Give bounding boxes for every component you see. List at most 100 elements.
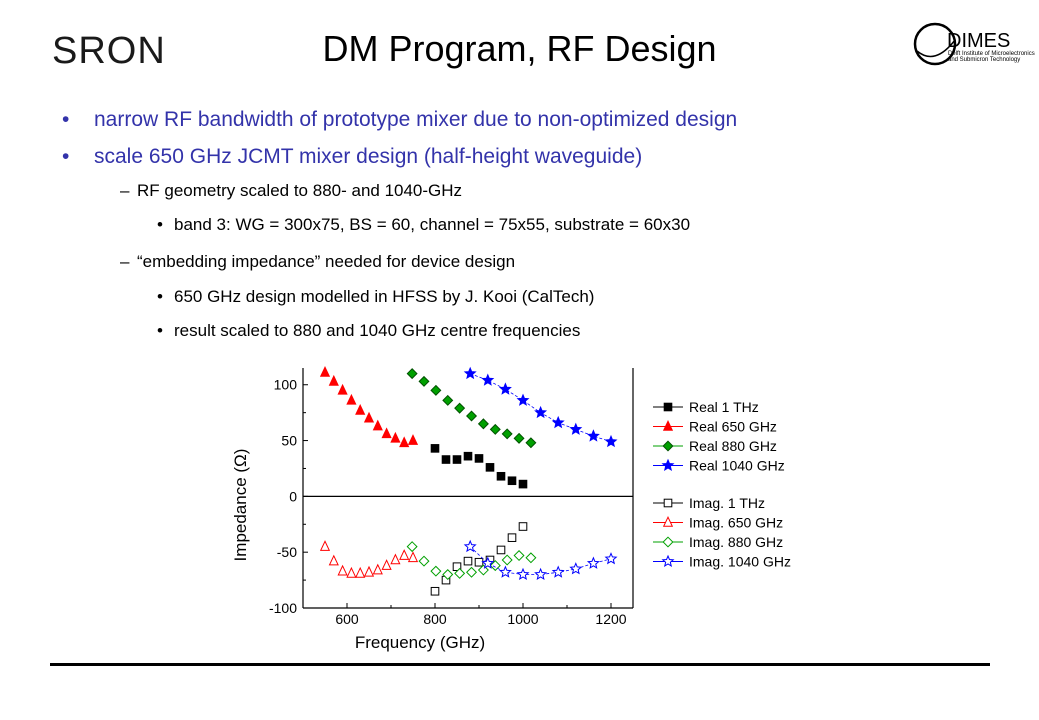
data-point — [534, 567, 548, 581]
data-point — [507, 476, 517, 486]
data-point — [399, 549, 410, 560]
x-tick-label: 800 — [423, 611, 447, 627]
legend-entry: Imag. 1040 GHz — [653, 554, 791, 570]
series-real-1-thz — [430, 444, 528, 489]
data-point — [430, 586, 440, 596]
legend-marker — [662, 440, 674, 452]
data-point — [518, 522, 528, 531]
x-tick-label: 1000 — [507, 611, 538, 627]
data-point — [498, 565, 512, 578]
legend-marker — [662, 516, 674, 527]
data-point — [430, 444, 440, 453]
bullet-mark: • — [157, 215, 163, 234]
data-point — [463, 366, 477, 380]
data-point — [489, 560, 501, 572]
data-point — [381, 427, 392, 439]
legend-marker — [661, 458, 675, 472]
legend-label: Real 650 GHz — [689, 419, 777, 435]
data-point — [485, 463, 495, 472]
legend-marker — [662, 420, 674, 431]
x-tick-label: 1200 — [595, 611, 626, 627]
legend-entry: Imag. 880 GHz — [653, 534, 783, 550]
data-point — [355, 403, 366, 415]
dimes-wordmark: DIMES — [947, 30, 1011, 52]
chart-axes: 100 50 0 -50 -100 600 800 1000 1200 — [269, 368, 634, 627]
dimes-subtitle-line-1: Delft Institute of Microelectronics — [948, 51, 1035, 57]
data-point — [513, 432, 525, 444]
bullet-text: scale 650 GHz JCMT mixer design (half-he… — [94, 145, 643, 168]
series-real-650-ghz — [319, 365, 419, 448]
sub-bullet-text: RF geometry scaled to 880- and 1040-GHz — [137, 181, 463, 200]
data-point — [498, 382, 512, 395]
data-point — [496, 471, 506, 481]
data-point — [477, 564, 489, 576]
legend-label: Imag. 1 THz — [689, 495, 765, 511]
sub-sub-bullet-text: 650 GHz design modelled in HFSS by J. Ko… — [174, 287, 595, 306]
legend-entry: Imag. 1 THz — [653, 495, 765, 511]
data-point — [363, 411, 375, 423]
series-imag-1-thz — [430, 522, 528, 596]
series-imag-650-ghz — [319, 540, 419, 578]
data-point — [454, 402, 466, 414]
data-point — [406, 368, 418, 380]
legend-marker — [663, 402, 673, 412]
legend-label: Real 1 THz — [689, 399, 759, 415]
x-tick-label: 600 — [335, 611, 359, 627]
dash-mark: – — [120, 181, 130, 200]
data-point — [406, 541, 418, 553]
dash-mark: – — [120, 252, 130, 271]
bullet-text: narrow RF bandwidth of prototype mixer d… — [94, 108, 738, 131]
data-point — [346, 393, 357, 405]
data-point — [363, 565, 375, 577]
data-point — [463, 451, 473, 461]
data-point — [319, 365, 331, 377]
sron-logo: SRON — [52, 30, 166, 72]
legend-entry: Real 650 GHz — [653, 419, 777, 435]
sub-bullet-text: “embedding impedance” needed for device … — [137, 252, 516, 271]
data-point — [355, 566, 366, 578]
data-point — [452, 562, 462, 571]
legend-marker — [663, 498, 673, 508]
data-point — [418, 375, 430, 387]
data-point — [516, 393, 530, 406]
y-tick-label: 0 — [289, 488, 297, 504]
data-point — [474, 557, 484, 567]
data-point — [525, 437, 537, 449]
legend-entry: Real 880 GHz — [653, 438, 777, 454]
legend-entry: Real 1040 GHz — [653, 458, 785, 474]
bullet-mark: • — [157, 321, 163, 340]
series-imag-880-ghz — [406, 541, 537, 581]
data-point — [569, 562, 583, 575]
y-axis-label: Impedance (Ω) — [231, 449, 250, 562]
data-point — [586, 556, 600, 569]
data-point — [430, 384, 442, 396]
data-point — [501, 554, 513, 566]
dimes-logo — [913, 22, 957, 66]
y-tick-label: 100 — [274, 377, 298, 393]
data-point — [525, 552, 537, 564]
data-point — [604, 434, 618, 448]
legend-label: Real 880 GHz — [689, 438, 777, 454]
x-axis-label: Frequency (GHz) — [355, 633, 485, 652]
page-title: DM Program, RF Design — [322, 28, 717, 69]
series-line — [469, 546, 612, 575]
data-point — [407, 434, 419, 445]
legend-label: Real 1040 GHz — [689, 458, 785, 474]
data-point — [551, 415, 565, 429]
sub-sub-bullet-text: band 3: WG = 300x75, BS = 60, channel = … — [174, 215, 691, 234]
data-point — [430, 565, 442, 577]
bottom-divider — [50, 663, 990, 666]
legend-entry: Real 1 THz — [653, 399, 759, 415]
y-tick-label: -100 — [269, 600, 297, 616]
bullet-mark: • — [62, 108, 70, 131]
data-point — [328, 374, 339, 386]
data-point — [481, 373, 495, 386]
data-point — [441, 455, 451, 464]
data-point — [481, 556, 495, 569]
data-point — [501, 428, 513, 440]
legend-label: Imag. 1040 GHz — [689, 554, 791, 570]
data-point — [489, 423, 501, 435]
data-point — [442, 394, 454, 406]
legend-label: Imag. 650 GHz — [689, 515, 783, 531]
